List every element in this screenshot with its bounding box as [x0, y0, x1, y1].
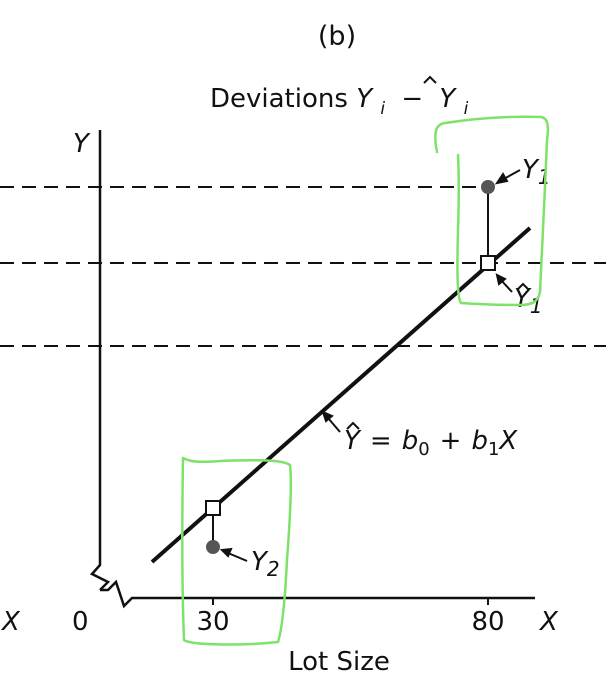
- hat-mark-regression: [346, 421, 360, 430]
- hat-mark-yhat1: [516, 282, 530, 291]
- fitted-point-yhat2: [205, 500, 221, 516]
- fitted-point-yhat1: [480, 255, 496, 271]
- title-y: Y: [356, 84, 374, 114]
- observed-point-y2: [206, 540, 220, 554]
- figure-title: Deviations Y i − Y i: [210, 84, 469, 121]
- highlight-box-lower: [181, 456, 293, 646]
- x-axis: [100, 579, 535, 609]
- arrow-y1: [494, 169, 521, 185]
- x-label-left-fragment: X: [0, 607, 21, 637]
- x-axis-title: Lot Size: [288, 647, 390, 677]
- highlight-box-upper: [434, 115, 550, 307]
- title-prefix: Deviations: [210, 84, 356, 114]
- title-y-subscript: i: [380, 99, 385, 119]
- label-y1: Y1: [522, 155, 551, 189]
- panel-label: (b): [318, 21, 356, 52]
- title-hat-mark: [423, 75, 437, 84]
- observed-point-y1: [481, 180, 495, 194]
- regression-equation: Y = b0 + b1X: [344, 426, 518, 460]
- arrow-y2: [219, 547, 248, 562]
- label-y2: Y2: [251, 547, 280, 581]
- y-axis-label: Y: [73, 129, 91, 159]
- x-tick-80: 80: [471, 607, 504, 637]
- title-minus: −: [401, 84, 423, 114]
- y-axis: [89, 130, 111, 591]
- arrow-regression: [321, 410, 341, 433]
- title-yhat: Y: [439, 84, 457, 114]
- x-tick-30: 30: [196, 607, 229, 637]
- title-yhat-subscript: i: [464, 99, 469, 119]
- label-yhat1: Y1: [514, 284, 543, 318]
- x-axis-label: X: [538, 607, 559, 637]
- origin-label: 0: [72, 607, 89, 637]
- arrow-yhat1: [495, 273, 513, 293]
